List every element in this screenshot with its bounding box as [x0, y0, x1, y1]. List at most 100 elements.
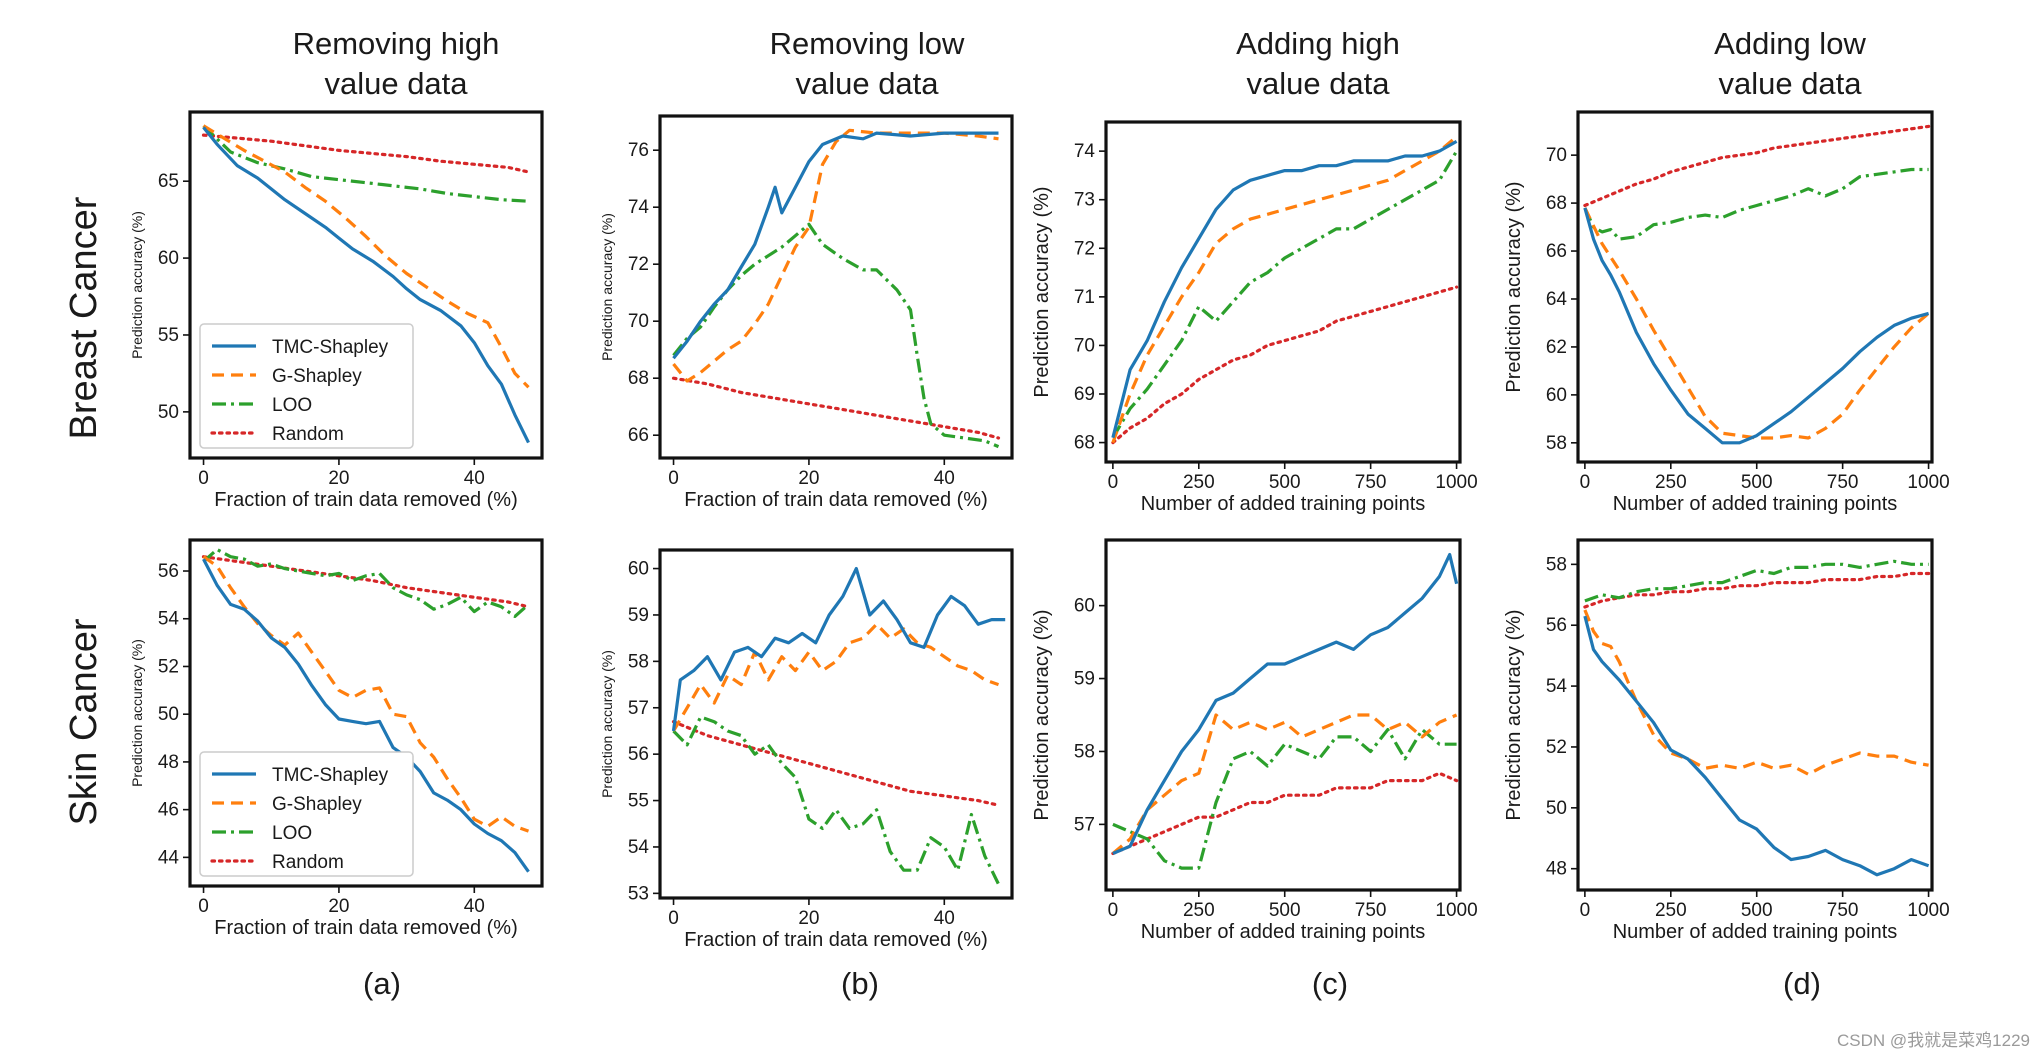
series-line-loo — [1111, 150, 1458, 439]
x-tick-label: 1000 — [1435, 472, 1477, 493]
plot-area — [660, 116, 1012, 458]
y-tick-label: 68 — [1074, 433, 1095, 454]
row-label-skin-cancer: Skin Cancer — [63, 618, 105, 825]
y-tick-label: 59 — [1074, 669, 1095, 690]
series-line-random — [1583, 124, 1931, 208]
x-tick-label: 0 — [1108, 472, 1119, 493]
plot-frame — [1104, 120, 1462, 464]
x-tick-label: 250 — [1183, 900, 1215, 921]
x-tick-label: 20 — [328, 468, 349, 489]
plot-frame — [658, 548, 1014, 900]
legend-label: TMC-Shapley — [272, 337, 389, 358]
legend-box — [199, 751, 414, 877]
series-line-tmc-shapley — [202, 126, 530, 444]
column-title-line: value data — [795, 66, 939, 101]
column-titles: Removing high value data Removing low va… — [293, 26, 1867, 101]
series-line-g-shapley — [1111, 713, 1458, 855]
y-tick-label: 72 — [1074, 238, 1095, 259]
y-tick-label: 65 — [158, 171, 179, 192]
legend-label: LOO — [272, 823, 312, 844]
y-tick-label: 58 — [1546, 554, 1567, 575]
y-tick-label: 60 — [158, 248, 179, 269]
y-tick-label: 58 — [1074, 741, 1095, 762]
y-tick-label: 74 — [628, 197, 650, 218]
y-axis-label: Prediction accuracy (%) — [599, 650, 615, 798]
x-tick-label: 500 — [1741, 900, 1773, 921]
x-tick-label: 0 — [198, 896, 209, 917]
y-tick-label: 68 — [628, 368, 649, 389]
y-tick-label: 60 — [1546, 385, 1567, 406]
chart-panel-breast-adding-high: 0 250 500 750 1000 68 69 70 71 72 73 74 Number of ad… — [1031, 120, 1478, 515]
y-tick-label: 62 — [1546, 337, 1567, 358]
plot-area — [1578, 540, 1932, 890]
y-axis-label: Prediction accuracy (%) — [1031, 609, 1053, 820]
y-tick-label: 74 — [1074, 141, 1096, 162]
y-tick-label: 50 — [1546, 798, 1567, 819]
y-tick-label: 70 — [628, 311, 649, 332]
x-tick-label: 1000 — [1907, 900, 1949, 921]
y-axis-label: Prediction accuracy (%) — [1031, 186, 1053, 397]
x-tick-label: 1000 — [1435, 900, 1477, 921]
series-line-tmc-shapley — [672, 131, 999, 360]
x-axis-label: Fraction of train data removed (%) — [684, 489, 987, 511]
y-tick-label: 76 — [628, 140, 649, 161]
series-line-tmc-shapley — [1111, 140, 1458, 439]
y-tick-label: 55 — [628, 791, 649, 812]
column-title-line: value data — [324, 66, 468, 101]
x-tick-label: 500 — [1269, 900, 1301, 921]
y-axis-label: Prediction accuracy (%) — [129, 639, 145, 787]
series-line-g-shapley — [202, 124, 530, 389]
x-tick-label: 0 — [668, 468, 679, 489]
series-line-loo — [672, 715, 1000, 885]
x-tick-label: 250 — [1655, 472, 1687, 493]
series-line-random — [1111, 285, 1459, 445]
y-tick-label: 48 — [1546, 859, 1567, 880]
y-tick-label: 66 — [628, 425, 649, 446]
x-axis-label: Number of added training points — [1613, 921, 1898, 943]
panel-letter-a: (a) — [363, 966, 401, 1001]
y-axis-label: Prediction accuracy (%) — [599, 213, 615, 361]
y-axis-label: Prediction accuracy (%) — [129, 211, 145, 359]
y-tick-label: 71 — [1074, 287, 1095, 308]
chart-panel-skin-removing-high: 0 20 40 44 46 48 50 52 54 56 Fraction of train dat… — [129, 538, 544, 939]
x-tick-label: 0 — [1580, 472, 1591, 493]
x-tick-label: 40 — [934, 468, 955, 489]
y-tick-label: 58 — [628, 651, 649, 672]
column-title-line: Adding low — [1714, 26, 1866, 61]
plot-frame — [188, 110, 544, 460]
y-tick-label: 70 — [1546, 145, 1567, 166]
y-tick-label: 72 — [628, 254, 649, 275]
x-tick-label: 500 — [1741, 472, 1773, 493]
series-line-tmc-shapley — [1112, 552, 1459, 855]
x-axis-label: Number of added training points — [1141, 493, 1426, 515]
plot-area — [1578, 112, 1932, 462]
x-tick-label: 750 — [1827, 472, 1859, 493]
series-line-loo — [1584, 559, 1929, 603]
series-line-random — [201, 555, 531, 609]
y-tick-label: 48 — [158, 752, 179, 773]
plot-frame — [1104, 538, 1462, 892]
plot-frame — [658, 114, 1014, 460]
x-tick-label: 20 — [328, 896, 349, 917]
series-line-random — [671, 720, 1001, 807]
series-line-g-shapley — [672, 128, 999, 383]
panel-letter-d: (d) — [1783, 966, 1821, 1001]
y-tick-label: 44 — [158, 847, 180, 868]
legend-box — [199, 323, 414, 449]
y-tick-label: 73 — [1074, 190, 1095, 211]
y-tick-label: 60 — [1074, 596, 1095, 617]
column-title-line: value data — [1718, 66, 1862, 101]
series-line-random — [1583, 571, 1931, 609]
plot-frame — [1576, 110, 1934, 464]
x-tick-label: 20 — [798, 468, 819, 489]
y-tick-label: 53 — [628, 883, 649, 904]
x-tick-label: 250 — [1655, 900, 1687, 921]
plot-area — [1106, 540, 1460, 890]
series-line-tmc-shapley — [1583, 207, 1930, 445]
y-tick-label: 57 — [628, 698, 649, 719]
series-line-loo — [1583, 167, 1929, 241]
legend-label: LOO — [272, 395, 312, 416]
x-axis-label: Fraction of train data removed (%) — [214, 917, 517, 939]
x-tick-label: 750 — [1355, 472, 1387, 493]
x-tick-label: 1000 — [1907, 472, 1949, 493]
